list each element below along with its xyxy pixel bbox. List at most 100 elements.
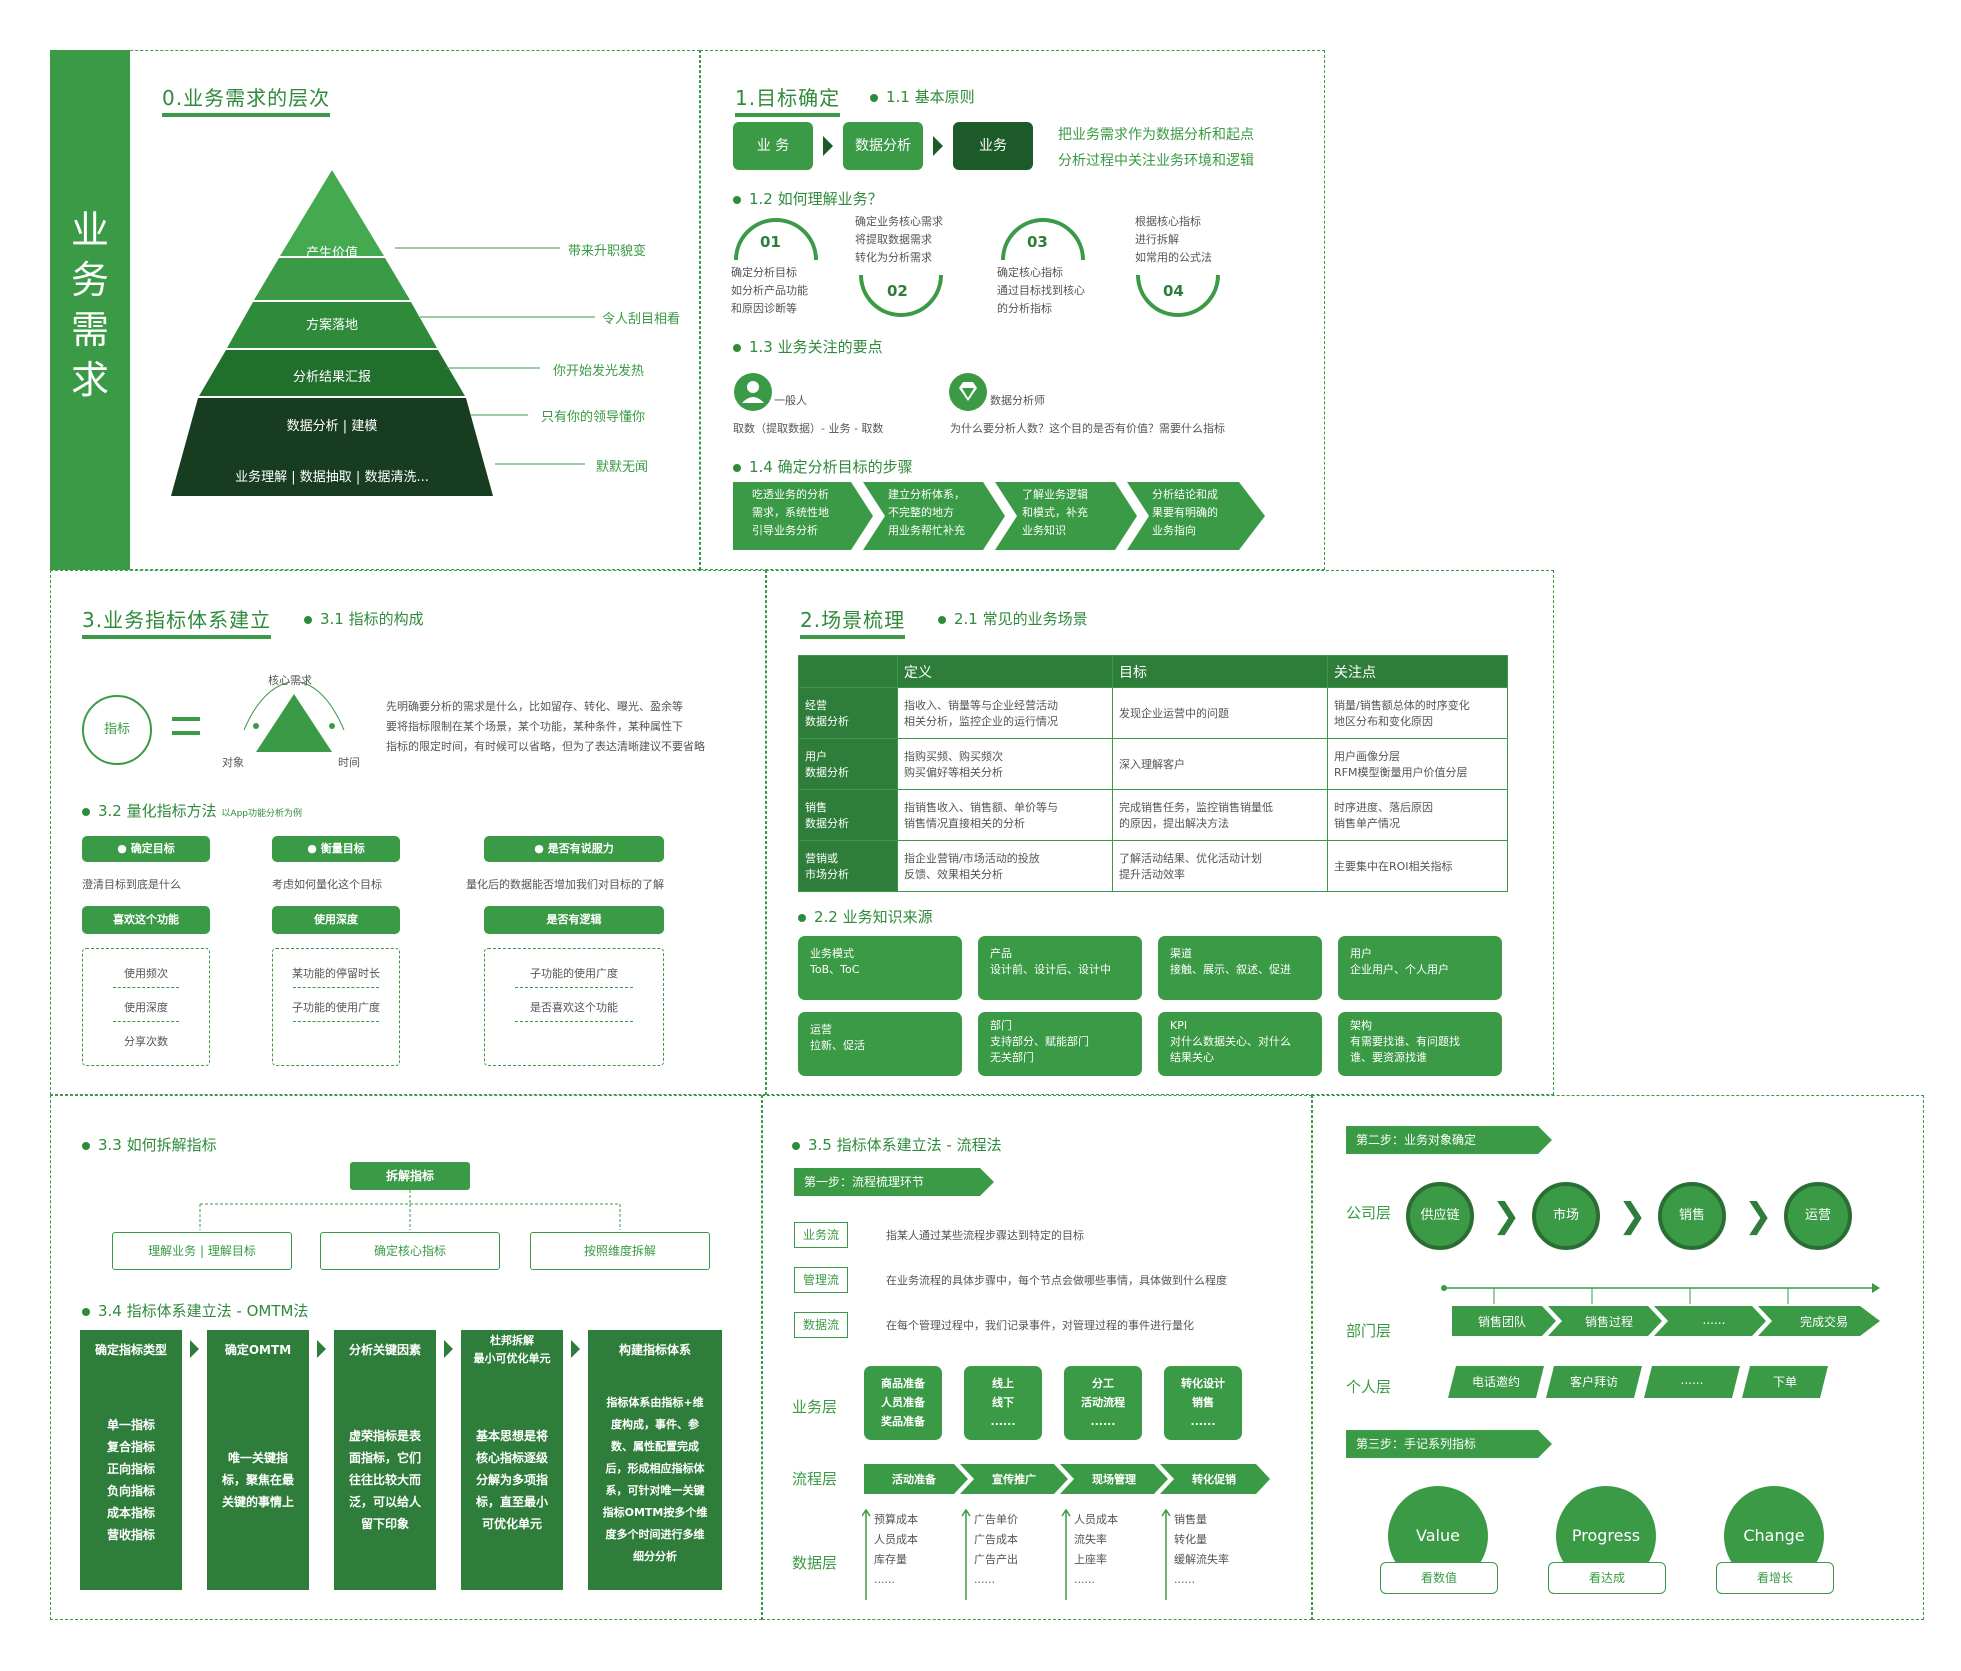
flow-business-2: 业务 xyxy=(953,122,1033,170)
frame-section-3 xyxy=(50,570,766,1095)
pyramid-layer-5 xyxy=(171,398,493,496)
omtm-body-1: 单一指标 复合指标 正向指标 负向指标 成本指标 营收指标 xyxy=(80,1370,182,1590)
principle-line-1: 把业务需求作为数据分析和起点 xyxy=(1058,127,1254,143)
omtm-arrow-icon xyxy=(190,1340,199,1358)
omtm-arrow-icon xyxy=(571,1340,580,1358)
pyramid-label-4: 数据分析 | 建模 xyxy=(286,419,378,434)
omtm-body-2: 唯一关键指 标，聚焦在最 关键的事情上 xyxy=(207,1370,309,1590)
omtm-head-2: 确定OMTM xyxy=(207,1330,309,1370)
object-label: 对象 xyxy=(222,756,244,769)
side-title: 业务需求 xyxy=(70,208,109,402)
section-2-title: 2.场景梳理 xyxy=(800,604,906,639)
biz-box-2: 线上 线下...... xyxy=(964,1366,1042,1440)
pyramid-layer-2 xyxy=(254,258,410,300)
chevron-right-icon: ❯ xyxy=(1744,1196,1773,1236)
table-row: 用户 数据分析 指购买频、购买频次 购买偏好等相关分析 深入理解客户 用户画像分层 R… xyxy=(798,738,1508,790)
step-num-04: 04 xyxy=(1163,282,1184,300)
biz-box-4: 转化设计 销售...... xyxy=(1164,1366,1242,1440)
flow-tag-mgmt: 管理流 xyxy=(794,1267,849,1293)
dept-layer-label: 部门层 xyxy=(1346,1322,1392,1340)
goal-sub-2: 使用深度 xyxy=(272,906,400,934)
goal-items-1: 使用频次 使用深度 分享次数 xyxy=(82,948,210,1066)
value-label: 看数值 xyxy=(1380,1562,1498,1594)
frame-section-2 xyxy=(766,570,1554,1095)
dept-node-4: 完成交易 xyxy=(1799,1315,1848,1329)
step-text-02: 确定业务核心需求 将提取数据需求 转化为分析需求 xyxy=(855,215,943,264)
split-child-1: 理解业务 | 理解目标 xyxy=(112,1232,292,1270)
analyst-label: 数据分析师 xyxy=(990,394,1045,407)
pyramid-note-1: 带来升职貌变 xyxy=(568,244,647,259)
knowledge-card-8: 架构 有需要找谁、有问题找 谁、要资源找谁 xyxy=(1338,1012,1502,1076)
pyramid-note-5: 默默无闻 xyxy=(596,460,649,475)
pyramid-label-2: 方案落地 xyxy=(305,318,358,333)
knowledge-card-7: KPI 对什么数据关心、对什么 结果关心 xyxy=(1158,1012,1322,1076)
omtm-body-4: 基本思想是将 核心指标逐级 分解为多项指 标，直至最小 可优化单元 xyxy=(461,1370,563,1590)
knowledge-card-5: 运营 拉新、促活 xyxy=(798,1012,962,1076)
knowledge-card-3: 渠道 接触、展示、叙述、促进 xyxy=(1158,936,1322,1000)
indicator-circle: 指标 xyxy=(82,695,152,765)
omtm-head-3: 分析关键因素 xyxy=(334,1330,436,1370)
goal-desc-1: 澄清目标到底是什么 xyxy=(82,878,181,891)
omtm-head-1: 确定指标类型 xyxy=(80,1330,182,1370)
company-node-1: 供应链 xyxy=(1406,1182,1474,1250)
step-text-04: 根据核心指标 进行拆解 如常用的公式法 xyxy=(1135,215,1212,264)
omtm-body-5: 指标体系由指标+维 度构成，事件、参 数、属性配置完成 后，形成相应指标体 系，可针对唯… xyxy=(588,1370,722,1590)
omtm-head-5: 构建指标体系 xyxy=(588,1330,722,1370)
step-text-03: 确定核心指标 通过目标找到核心 的分析指标 xyxy=(997,266,1085,315)
pyramid-note-2: 令人刮目相看 xyxy=(602,312,681,327)
person-icon xyxy=(734,373,772,411)
dept-node-3: ...... xyxy=(1702,1313,1726,1327)
sub-3-1: 3.1 指标的构成 xyxy=(304,608,424,629)
pyramid-layer-1 xyxy=(280,170,384,256)
goal-pill-2: ● 衡量目标 xyxy=(272,836,400,862)
omtm-body-3: 虚荣指标是表 面指标，它们 往往比较大而 泛，可以给人 留下印象 xyxy=(334,1370,436,1590)
table-row: 经营 数据分析 指收入、销量等与企业经营活动 相关分析，监控企业的运行情况 发现企业… xyxy=(798,687,1508,739)
chevron-text-2: 建立分析体系， 不完整的地方 用业务帮忙补充 xyxy=(888,488,965,537)
section-3-title: 3.业务指标体系建立 xyxy=(82,604,272,639)
flow-tag-data: 数据流 xyxy=(794,1312,849,1338)
pyramid-label-1: 产生价值 xyxy=(305,246,358,261)
goal-sub-1: 喜欢这个功能 xyxy=(82,906,210,934)
layer-biz-label: 业务层 xyxy=(792,1398,838,1416)
table-header xyxy=(798,655,898,688)
pyramid-layer-3 xyxy=(227,302,437,348)
flow-business-1: 业 务 xyxy=(733,122,813,170)
step-num-02: 02 xyxy=(887,282,908,300)
sub-2-1: 2.1 常见的业务场景 xyxy=(938,608,1088,629)
biz-box-3: 分工 活动流程...... xyxy=(1064,1366,1142,1440)
sub-3-5: 3.5 指标体系建立法 - 流程法 xyxy=(792,1134,1002,1155)
pyramid-note-4: 只有你的领导懂你 xyxy=(541,410,646,425)
flow-arrow-icon xyxy=(823,136,833,156)
dept-chevrons xyxy=(1452,1306,1880,1336)
chevron-steps xyxy=(733,482,1265,550)
indicator-desc: 先明确要分析的需求是什么，比如留存、转化、曝光、盈余等 要将指标限制在某个场景，某… xyxy=(386,700,705,753)
pyramid-label-3: 分析结果汇报 xyxy=(292,370,371,385)
goal-sub-3: 是否有逻辑 xyxy=(484,906,664,934)
goal-desc-2: 考虑如何量化这个目标 xyxy=(272,878,382,891)
ordinary-label: 一般人 xyxy=(774,394,807,407)
ordinary-desc: 取数（提取数据）- 业务 - 取数 xyxy=(733,422,884,435)
sub-1-2: 1.2 如何理解业务？ xyxy=(733,188,883,209)
sub-1-3: 1.3 业务关注的要点 xyxy=(733,336,883,357)
table-header: 定义 xyxy=(897,655,1113,688)
split-root: 拆解指标 xyxy=(350,1162,470,1190)
dept-node-2: 销售过程 xyxy=(1584,1315,1633,1329)
omtm-head-4: 杜邦拆解 最小可优化单元 xyxy=(461,1330,563,1370)
omtm-arrow-icon xyxy=(317,1340,326,1358)
core-need-label: 核心需求 xyxy=(268,674,312,687)
person-parallelograms xyxy=(1448,1366,1828,1398)
table-header: 关注点 xyxy=(1327,655,1508,688)
flow-chevron-3: 现场管理 xyxy=(1092,1473,1136,1486)
data-arrows xyxy=(862,1508,1171,1600)
flow-chevron-4: 转化促销 xyxy=(1192,1473,1236,1486)
flow-data-analysis: 数据分析 xyxy=(843,122,923,170)
chevron-text-1: 吃透业务的分析 需求，系统性地 引导业务分析 xyxy=(752,488,829,537)
goal-pill-1: ● 确定目标 xyxy=(82,836,210,862)
company-node-3: 销售 xyxy=(1658,1182,1726,1250)
sub-3-3: 3.3 如何拆解指标 xyxy=(82,1134,217,1155)
person-node-3: ...... xyxy=(1680,1373,1704,1387)
data-col-3: 人员成本 流失率 上座率...... xyxy=(1074,1513,1118,1586)
chevron-right-icon: ❯ xyxy=(1492,1196,1521,1236)
layer-data-label: 数据层 xyxy=(792,1554,838,1572)
flow-arrow-icon xyxy=(933,136,943,156)
